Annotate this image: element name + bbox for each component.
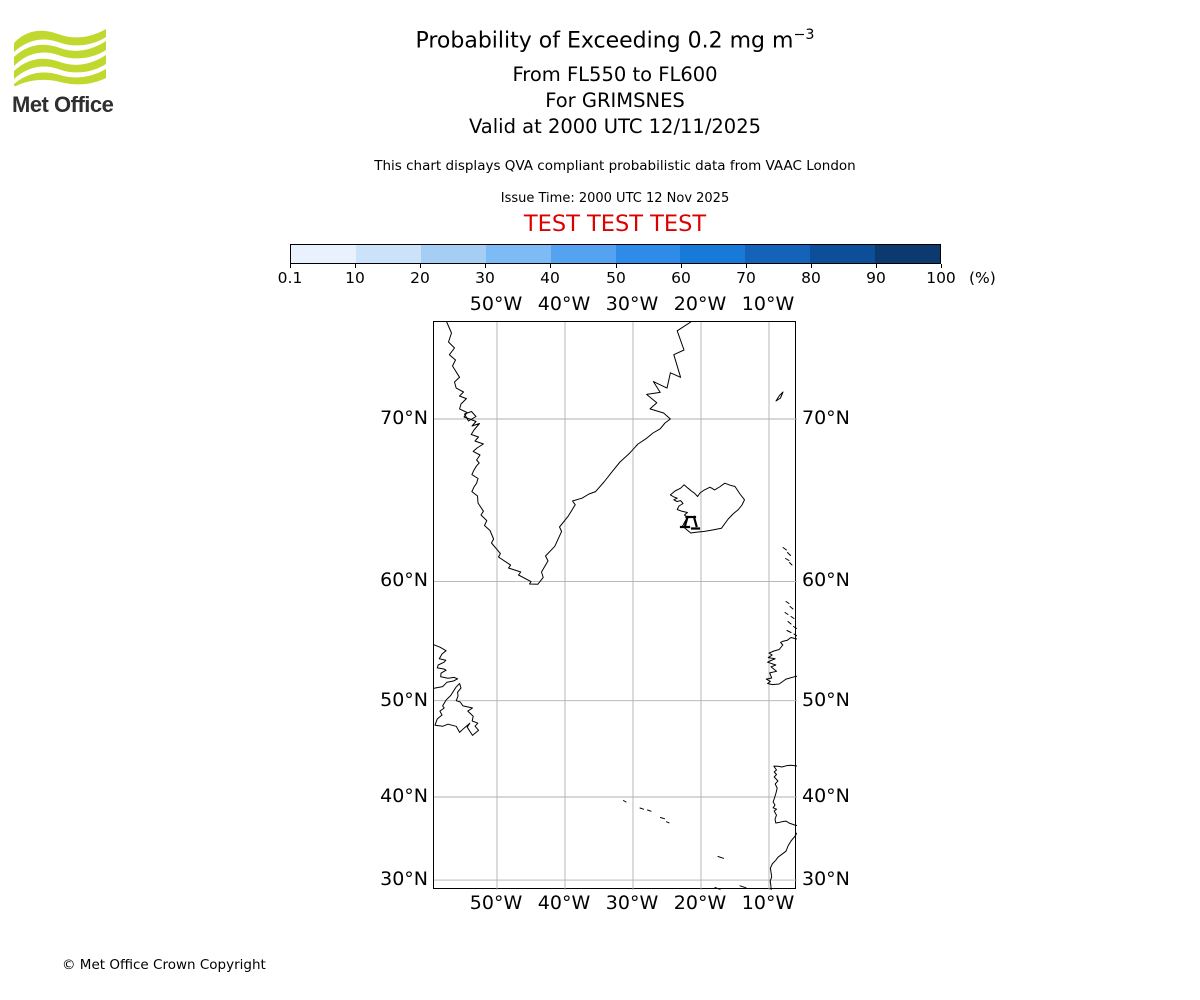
probability-colorbar bbox=[290, 244, 941, 264]
colorbar-tick bbox=[681, 264, 683, 268]
lon-label-top: 50°W bbox=[469, 293, 523, 315]
colorbar-segment bbox=[291, 245, 356, 263]
lon-label-top: 30°W bbox=[605, 293, 659, 315]
colorbar-tick bbox=[876, 264, 878, 268]
lon-label-bottom: 30°W bbox=[605, 892, 659, 914]
volcano-source-marker bbox=[679, 515, 701, 530]
lon-label-top: 20°W bbox=[673, 293, 727, 315]
coastline-madeira bbox=[717, 856, 724, 859]
coastline-azores bbox=[623, 800, 670, 824]
graticule-gridlines bbox=[434, 322, 797, 890]
qva-description: This chart displays QVA compliant probab… bbox=[374, 158, 856, 174]
lat-label-right: 40°N bbox=[802, 785, 850, 807]
lon-label-bottom: 50°W bbox=[469, 892, 523, 914]
colorbar-tick bbox=[941, 264, 943, 268]
colorbar-tick bbox=[355, 264, 357, 268]
lat-label-left: 50°N bbox=[380, 689, 428, 711]
colorbar-segment bbox=[875, 245, 941, 263]
issue-time: Issue Time: 2000 UTC 12 Nov 2025 bbox=[500, 191, 730, 206]
lon-label-top: 10°W bbox=[741, 293, 795, 315]
colorbar-label: 10 bbox=[345, 269, 365, 287]
met-office-waves-icon bbox=[14, 29, 106, 86]
coastline-greenland bbox=[446, 321, 692, 585]
lon-label-bottom: 20°W bbox=[673, 892, 727, 914]
lon-label-bottom: 40°W bbox=[537, 892, 591, 914]
colorbar-label: 90 bbox=[866, 269, 886, 287]
colorbar-label: 0.1 bbox=[277, 269, 303, 287]
lat-label-left: 30°N bbox=[380, 868, 428, 890]
colorbar-label: 60 bbox=[671, 269, 691, 287]
lon-label-top: 40°W bbox=[537, 293, 591, 315]
met-office-logo: Met Office bbox=[12, 28, 122, 118]
test-banner: TEST TEST TEST bbox=[523, 211, 707, 237]
coastline-morocco bbox=[769, 832, 798, 891]
coastline-ireland bbox=[765, 637, 798, 686]
coastline-jan-mayen bbox=[775, 391, 784, 402]
colorbar-segment bbox=[680, 245, 746, 263]
coastline-iceland bbox=[669, 482, 745, 534]
lat-label-right: 30°N bbox=[802, 868, 850, 890]
colorbar-tick bbox=[420, 264, 422, 268]
lat-label-right: 70°N bbox=[802, 407, 850, 429]
map-canvas bbox=[433, 321, 798, 891]
colorbar-segment bbox=[550, 245, 616, 263]
coastlines-group bbox=[433, 321, 798, 891]
colorbar-segment bbox=[485, 245, 551, 263]
valid-time-subtitle: Valid at 2000 UTC 12/11/2025 bbox=[468, 115, 762, 138]
lon-label-bottom: 10°W bbox=[741, 892, 795, 914]
coastline-faroes bbox=[782, 547, 793, 566]
copyright-notice: © Met Office Crown Copyright bbox=[62, 957, 266, 973]
colorbar-tick bbox=[746, 264, 748, 268]
coastline-newfoundland bbox=[434, 683, 480, 736]
colorbar-segment bbox=[615, 245, 681, 263]
coastline-disko-island bbox=[464, 411, 477, 422]
met-office-logo-text: Met Office bbox=[12, 92, 114, 117]
colorbar-tick bbox=[485, 264, 487, 268]
colorbar-unit-label: (%) bbox=[969, 269, 996, 287]
map-panel bbox=[433, 321, 798, 891]
coastline-iberia bbox=[772, 764, 798, 826]
flight-levels-subtitle: From FL550 to FL600 bbox=[512, 63, 718, 86]
colorbar-label: 20 bbox=[410, 269, 430, 287]
lat-label-left: 40°N bbox=[380, 785, 428, 807]
chart-title: Probability of Exceeding 0.2 mg m−3 bbox=[315, 27, 915, 53]
chart-title-text: Probability of Exceeding 0.2 mg m bbox=[415, 28, 794, 54]
colorbar-label: 100 bbox=[926, 269, 956, 287]
colorbar-label: 30 bbox=[475, 269, 495, 287]
coastline-hebrides bbox=[784, 601, 798, 637]
colorbar-label: 50 bbox=[606, 269, 626, 287]
colorbar-label: 40 bbox=[540, 269, 560, 287]
colorbar-segment bbox=[420, 245, 486, 263]
coastline-canaries bbox=[714, 885, 747, 890]
chart-title-exponent: −3 bbox=[793, 27, 815, 43]
colorbar-tick bbox=[616, 264, 618, 268]
colorbar-label: 80 bbox=[801, 269, 821, 287]
lat-label-right: 50°N bbox=[802, 689, 850, 711]
colorbar-tick bbox=[550, 264, 552, 268]
colorbar-segment bbox=[355, 245, 421, 263]
colorbar-segment bbox=[745, 245, 811, 263]
coastline-labrador bbox=[433, 644, 459, 689]
lat-label-left: 60°N bbox=[380, 569, 428, 591]
lat-label-left: 70°N bbox=[380, 407, 428, 429]
colorbar-segment bbox=[810, 245, 876, 263]
volcano-subtitle: For GRIMSNES bbox=[545, 89, 685, 112]
colorbar-tick bbox=[290, 264, 292, 268]
colorbar-tick bbox=[811, 264, 813, 268]
lat-label-right: 60°N bbox=[802, 569, 850, 591]
colorbar-label: 70 bbox=[736, 269, 756, 287]
